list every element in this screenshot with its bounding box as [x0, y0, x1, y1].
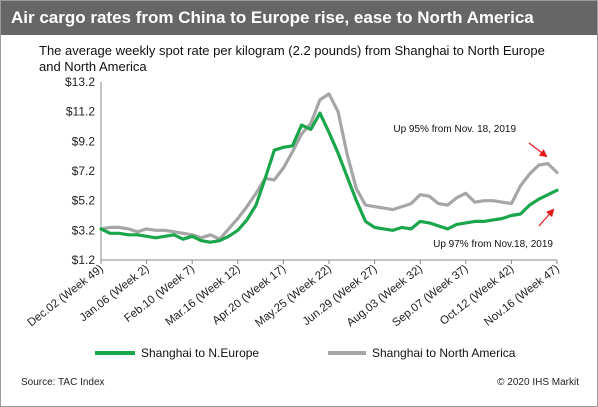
x-tick-label: Mar.16 (Week 12) [163, 263, 242, 329]
series-lines [99, 92, 559, 244]
chart-title: Air cargo rates from China to Europe ris… [11, 8, 534, 27]
legend: Shanghai to N.Europe Shanghai to North Am… [95, 346, 516, 360]
y-tick-label: $9.2 [72, 134, 96, 148]
x-tick-label: Dec.02 (Week 49) [26, 263, 106, 329]
legend-europe-label: Shanghai to N.Europe [141, 346, 259, 360]
x-tick-label: Nov.16 (Week 47) [482, 263, 562, 329]
y-tick-label: $1.2 [72, 253, 96, 267]
y-axis-ticks: $1.2 $3.2 $5.2 $7.2 $9.2 $11.2 $13.2 [65, 75, 95, 267]
chart-axes [100, 82, 557, 261]
series-europe-line [99, 111, 559, 244]
y-tick-label: $5.2 [72, 194, 96, 208]
y-tick-label: $11.2 [66, 105, 95, 119]
annotation-europe: Up 97% from Nov.18, 2019 [433, 239, 553, 250]
source-note: Source: TAC Index [21, 377, 105, 388]
annotation-america: Up 95% from Nov. 18, 2019 [393, 124, 516, 135]
arrow-europe [538, 208, 555, 227]
x-tick-label: May.25 (Week 22) [253, 263, 334, 330]
series-america-line [99, 92, 559, 241]
y-tick-label: $13.2 [65, 75, 95, 89]
copyright-note: © 2020 IHS Markit [497, 377, 579, 388]
x-tick-label: Sep.07 (Week 37) [390, 263, 470, 329]
y-tick-label: $3.2 [72, 223, 96, 237]
x-axis-ticks: Dec.02 (Week 49)Jan.06 (Week 2)Feb.10 (W… [26, 260, 562, 330]
y-tick-label: $7.2 [72, 164, 96, 178]
x-tick-label: Aug.03 (Week 32) [345, 263, 425, 329]
arrow-america [528, 142, 548, 158]
title-bar: Air cargo rates from China to Europe ris… [1, 1, 597, 35]
legend-america-label: Shanghai to North America [372, 346, 516, 360]
annotations: Up 95% from Nov. 18, 2019 Up 97% from Nov… [393, 124, 555, 250]
chart-subtitle: The average weekly spot rate per kilogra… [39, 43, 545, 74]
